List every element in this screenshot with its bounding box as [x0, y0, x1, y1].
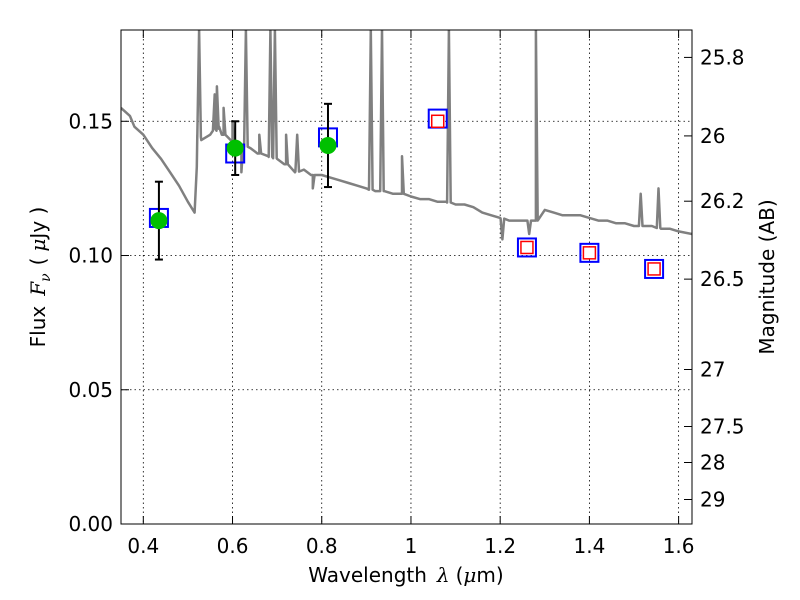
- mag-tick-label: 27.5: [700, 415, 745, 439]
- x-tick-label: 1.4: [573, 534, 605, 558]
- observed-point: [226, 139, 244, 157]
- model-band-square: [644, 258, 665, 279]
- x-tick-label: 0.8: [306, 534, 338, 558]
- y-tick-label: 0.00: [68, 512, 113, 536]
- mag-tick-label: 25.8: [700, 45, 745, 69]
- y-tick-label: 0.15: [68, 109, 113, 133]
- plot-frame: [120, 29, 693, 525]
- observed-point: [150, 212, 168, 230]
- x-tick-label: 1.6: [663, 534, 695, 558]
- y-axis-label: FluxFν(μJy ): [26, 207, 54, 348]
- mag-tick-label: 28: [700, 450, 725, 474]
- mag-tick-label: 26.5: [700, 267, 745, 291]
- model-spectrum-line: [121, 30, 692, 241]
- y-tick-label: 0.10: [68, 244, 113, 268]
- x-axis-label: Wavelength λ (μm): [308, 563, 503, 587]
- mag-tick-label: 26.2: [700, 189, 745, 213]
- y-tick-label: 0.05: [68, 378, 113, 402]
- mag-tick-label: 29: [700, 488, 725, 512]
- x-tick-label: 1: [405, 534, 418, 558]
- axis-ticks: 0.4 0.6 0.8 1 1.2 1.4 1.6 0.00 0.05 0.10 0.15 25.8 2…: [68, 30, 745, 558]
- x-tick-label: 0.4: [127, 534, 159, 558]
- model-band-square: [516, 237, 537, 258]
- model-band-square: [579, 242, 600, 263]
- mag-tick-label: 27: [700, 357, 725, 381]
- x-tick-label: 1.2: [484, 534, 516, 558]
- observed-point: [319, 136, 337, 154]
- plot-area: [121, 30, 692, 279]
- mag-tick-label: 26: [700, 124, 725, 148]
- model-band-inner-square: [582, 246, 597, 260]
- model-band-inner-square: [520, 240, 534, 255]
- x-tick-label: 0.6: [217, 534, 249, 558]
- model-band-inner-square: [647, 262, 661, 276]
- model-band-inner-square: [430, 114, 445, 129]
- right-axis-label: Magnitude (AB): [755, 199, 779, 354]
